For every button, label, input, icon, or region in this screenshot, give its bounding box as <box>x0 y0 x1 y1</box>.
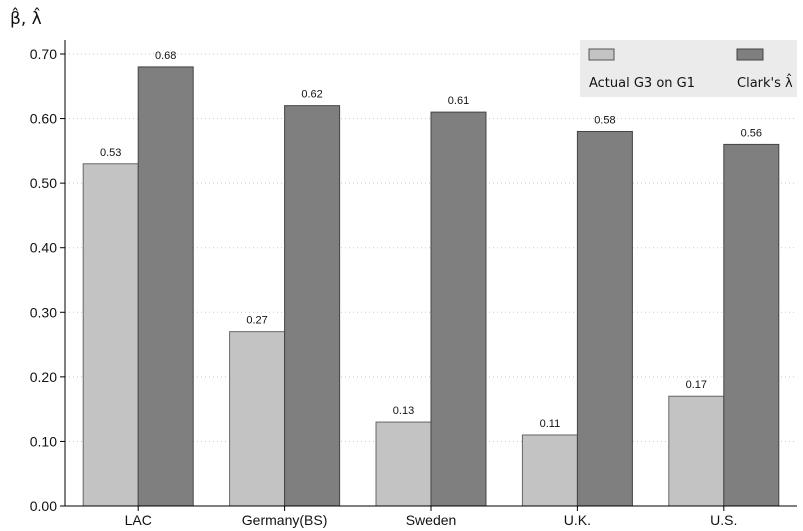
bar-actual <box>229 331 286 507</box>
legend: Actual G3 on G1 Clark's λ̂ <box>580 40 797 97</box>
y-tick-label: 0.60 <box>30 111 57 127</box>
bar-clark <box>284 105 341 507</box>
x-tick-label: U.K. <box>564 512 591 528</box>
y-tick-label: 0.00 <box>30 498 57 514</box>
x-tick-label: Germany(BS) <box>242 512 328 528</box>
x-tick-label: Sweden <box>406 512 457 528</box>
axes: 0.00 0.10 0.20 0.30 0.40 0.50 0.60 0.70 LAC Germa… <box>30 40 797 528</box>
data-label: 0.58 <box>594 114 615 126</box>
y-tick-label: 0.30 <box>30 304 57 320</box>
y-tick-label: 0.40 <box>30 240 57 256</box>
y-tick-label: 0.10 <box>30 433 57 449</box>
data-labels: 0.53 0.68 0.27 0.62 0.13 0.61 0.11 0.58 0.17 0.56 <box>100 50 762 430</box>
y-tick-label: 0.70 <box>30 46 57 62</box>
bar-actual <box>82 163 139 507</box>
legend-label-actual: Actual G3 on G1 <box>589 76 695 91</box>
x-tick-label: U.S. <box>710 512 737 528</box>
bar-actual <box>521 434 578 507</box>
data-label: 0.62 <box>301 89 322 101</box>
legend-swatch-actual <box>588 48 615 61</box>
data-label: 0.17 <box>686 379 707 391</box>
legend-label-clark: Clark's λ̂ <box>737 74 793 91</box>
data-label: 0.11 <box>540 418 561 430</box>
bar-clark <box>576 130 633 507</box>
bar-clark <box>430 111 487 507</box>
y-axis-title: β̂, λ̂ <box>10 6 42 29</box>
x-tick-label: LAC <box>125 512 152 528</box>
legend-swatch-clark <box>736 48 764 61</box>
data-label: 0.13 <box>393 405 414 417</box>
y-tick-label: 0.50 <box>30 175 57 191</box>
data-label: 0.61 <box>448 95 469 107</box>
data-label: 0.68 <box>155 50 176 62</box>
bar-clark <box>723 143 780 507</box>
bars <box>82 66 780 507</box>
bar-clark <box>137 66 194 507</box>
data-label: 0.27 <box>246 315 267 327</box>
bar-actual <box>375 421 432 507</box>
y-tick-label: 0.20 <box>30 369 57 385</box>
bar-actual <box>668 395 725 507</box>
data-label: 0.53 <box>100 147 121 159</box>
data-label: 0.56 <box>741 127 762 139</box>
